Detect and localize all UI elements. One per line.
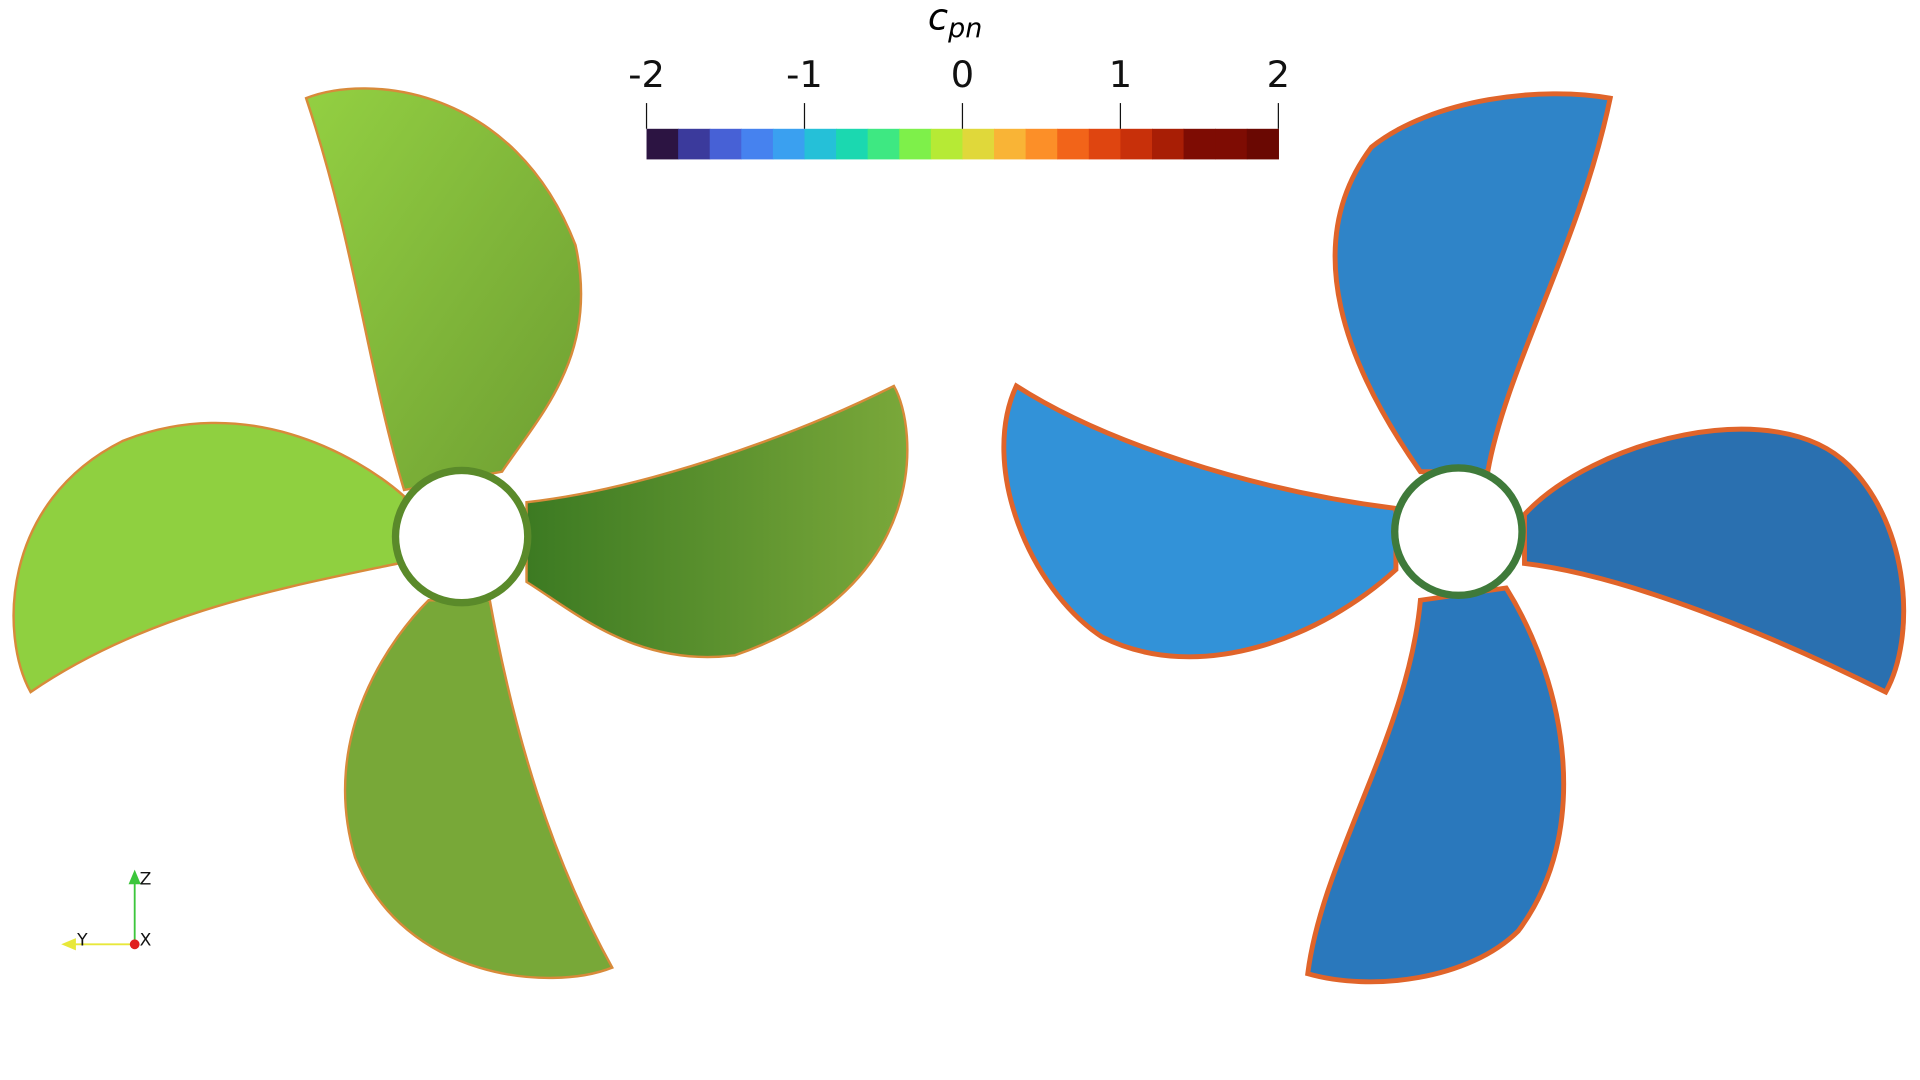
colorbar: cpn -2 -1 0 1 2 <box>628 0 1290 160</box>
axes-triad: Z Y X <box>61 869 152 951</box>
color-swatch <box>804 128 837 160</box>
blade <box>304 87 583 492</box>
blade <box>344 599 614 980</box>
title-subscript: pn <box>947 13 982 44</box>
blade <box>1522 426 1907 696</box>
x-label: X <box>140 931 152 951</box>
tick-label: -1 <box>786 53 823 96</box>
color-swatch <box>741 128 774 160</box>
color-swatch <box>899 128 932 160</box>
hub <box>1391 464 1526 599</box>
color-swatch <box>962 128 995 160</box>
color-swatch <box>867 128 900 160</box>
color-swatch <box>1057 128 1090 160</box>
color-swatch <box>1215 128 1248 160</box>
color-swatch <box>709 128 742 160</box>
tick-label: 2 <box>1267 53 1290 96</box>
x-axis <box>129 939 140 950</box>
y-arrow <box>61 938 76 951</box>
color-swatch <box>1183 128 1216 160</box>
color-swatch <box>994 128 1027 160</box>
blade <box>525 384 909 659</box>
color-swatch <box>646 128 679 160</box>
tick-label: 1 <box>1109 53 1132 96</box>
blade <box>12 421 406 694</box>
left-propeller <box>12 87 909 980</box>
z-arrow <box>128 869 141 885</box>
blade <box>1332 91 1614 475</box>
color-swatch <box>772 128 806 160</box>
color-swatch <box>1025 128 1058 160</box>
tick-label: -2 <box>628 53 665 96</box>
hub <box>391 466 532 607</box>
color-swatch <box>930 128 964 160</box>
right-propeller <box>1001 91 1907 985</box>
blade <box>1305 585 1567 985</box>
blade <box>1001 382 1399 660</box>
color-swatch <box>678 128 711 160</box>
color-swatch <box>1152 128 1185 160</box>
color-swatch <box>836 128 869 160</box>
color-swatch <box>1120 128 1153 160</box>
colorbar-title: cpn <box>928 0 982 44</box>
title-base: c <box>928 0 948 39</box>
y-label: Y <box>76 931 88 951</box>
tick-label: 0 <box>951 53 974 96</box>
color-swatch <box>1246 128 1279 160</box>
color-swatch <box>1088 128 1122 160</box>
z-label: Z <box>140 869 152 889</box>
